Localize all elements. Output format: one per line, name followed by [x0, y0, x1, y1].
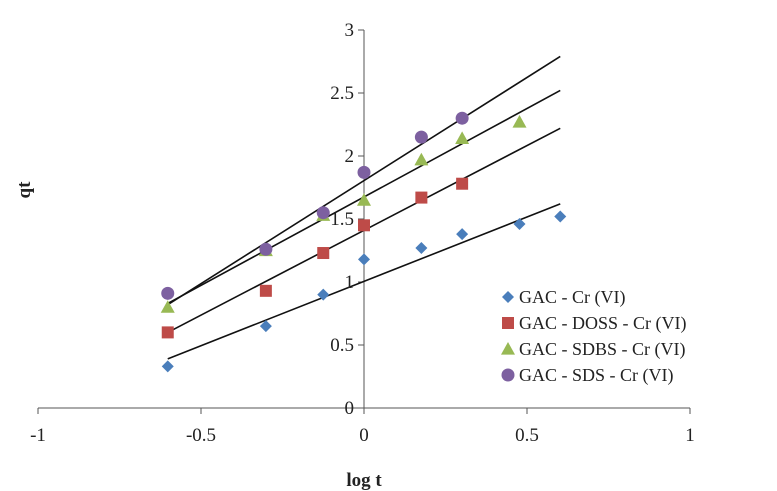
data-point-series-2	[358, 219, 370, 232]
data-point-series-1	[456, 228, 469, 241]
y-tick-label: 1.5	[330, 209, 354, 230]
data-point-series-4	[455, 111, 469, 125]
data-point-series-1	[317, 288, 330, 301]
y-tick-label: 1	[345, 272, 355, 293]
y-tick-label: 2.5	[330, 83, 354, 104]
data-point-series-3	[357, 193, 371, 206]
data-point-series-3	[455, 131, 470, 144]
data-point-series-3	[160, 300, 175, 313]
legend: GAC - Cr (VI) GAC - DOSS - Cr (VI) GAC - S…	[501, 287, 687, 386]
data-point-series-2	[317, 247, 330, 260]
y-tick-label: 0.5	[330, 335, 354, 356]
data-point-series-2	[415, 191, 428, 204]
legend-marker-3	[501, 342, 515, 355]
legend-label-2: GAC - DOSS - Cr (VI)	[519, 313, 687, 334]
data-point-series-4	[259, 242, 273, 256]
y-tick-label: 2	[345, 146, 355, 167]
data-point-series-1	[415, 241, 428, 254]
data-point-series-4	[316, 206, 330, 220]
data-point-series-1	[513, 218, 526, 231]
data-point-series-2	[161, 326, 174, 339]
data-point-series-4	[414, 130, 428, 144]
x-axis-title: log t	[346, 470, 382, 491]
data-point-series-3	[414, 152, 429, 166]
data-point-series-4	[161, 286, 175, 300]
x-tick-label: 1	[685, 425, 695, 446]
legend-label-3: GAC - SDBS - Cr (VI)	[519, 339, 686, 360]
y-tick-label: 0	[345, 398, 355, 419]
data-point-series-2	[259, 284, 272, 297]
axes	[37, 29, 691, 414]
legend-marker-4	[501, 368, 515, 382]
x-tick-label: 0.5	[515, 425, 539, 446]
trendline-series-1	[167, 203, 561, 360]
legend-label-4: GAC - SDS - Cr (VI)	[519, 365, 674, 386]
markers	[160, 111, 567, 373]
legend-label-1: GAC - Cr (VI)	[519, 287, 625, 308]
data-point-series-1	[161, 360, 174, 373]
x-tick-label: -0.5	[186, 425, 216, 446]
x-tick-label: 0	[359, 425, 369, 446]
trendline-series-4	[167, 55, 561, 306]
data-point-series-3	[512, 114, 527, 128]
data-point-series-1	[259, 320, 272, 333]
data-point-series-2	[456, 177, 469, 190]
data-point-series-4	[357, 165, 371, 179]
y-tick-label: 3	[345, 20, 355, 41]
data-point-series-1	[358, 253, 370, 266]
y-axis-title: qt	[14, 181, 35, 199]
legend-marker-1	[502, 291, 514, 303]
x-tick-label: -1	[30, 425, 46, 446]
data-point-series-1	[554, 210, 567, 223]
legend-marker-2	[502, 317, 514, 329]
tick-labels: -1 -0.5 0 0.5 1 0 0.5 1 1.5 2 2.5 3	[30, 20, 695, 446]
